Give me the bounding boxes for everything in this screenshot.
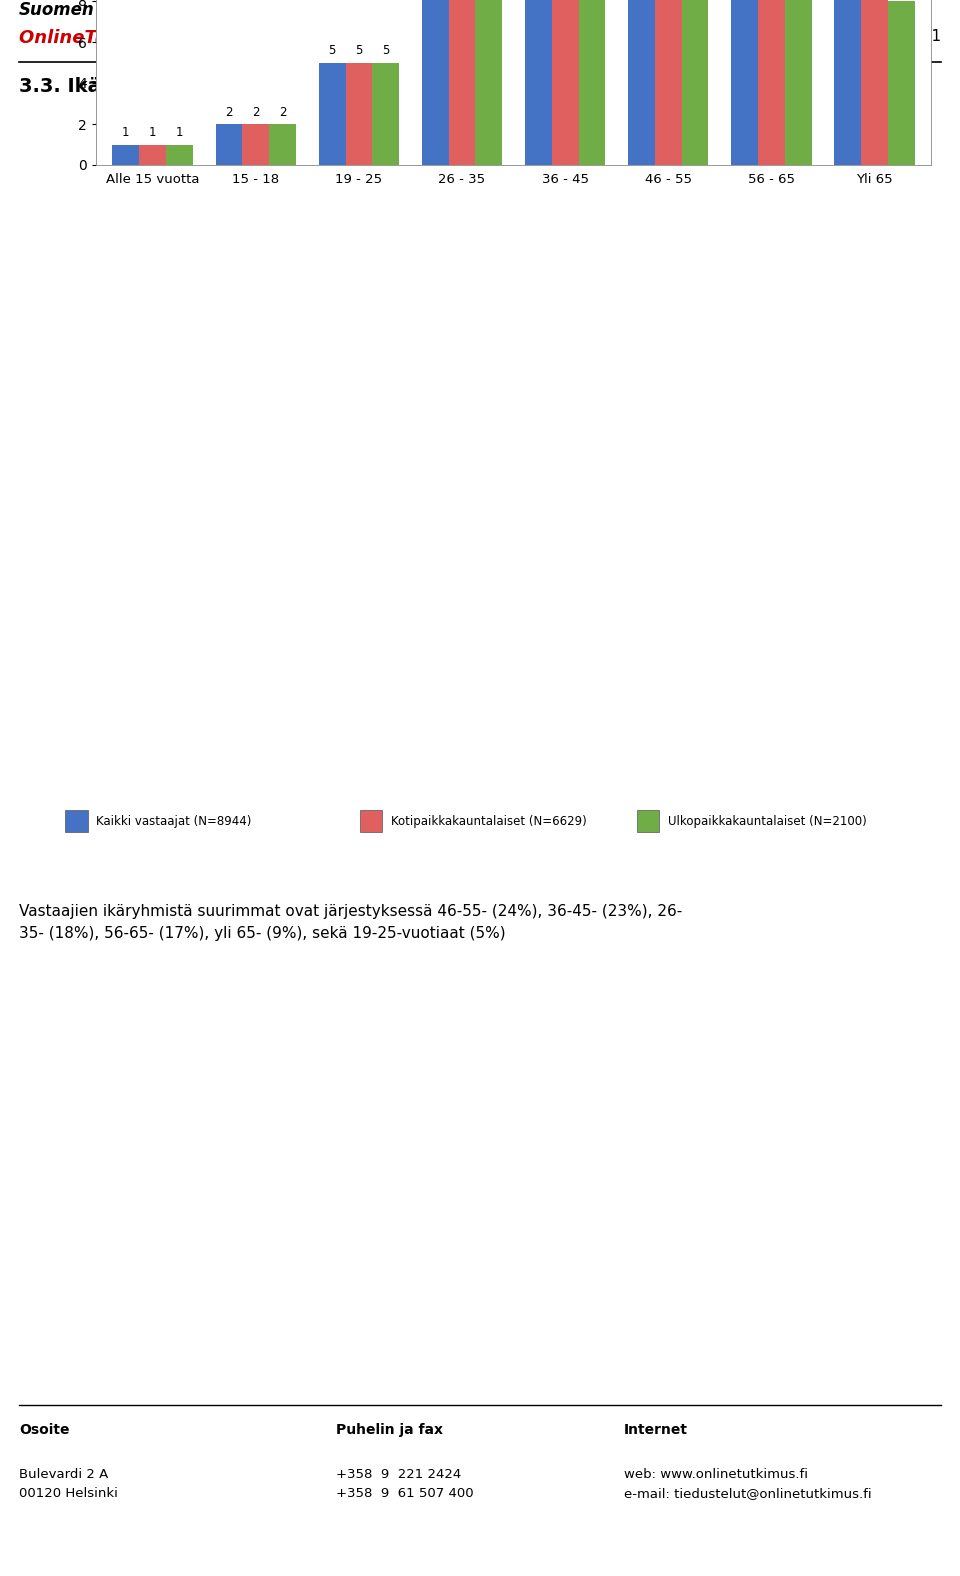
Bar [579,0,606,165]
Bar [628,0,655,165]
Bar [139,145,166,165]
Text: Bulevardi 2 A
00120 Helsinki: Bulevardi 2 A 00120 Helsinki [19,1469,118,1500]
Bar [682,0,708,165]
Text: 5: 5 [328,44,336,57]
Text: Osoite: Osoite [19,1423,70,1437]
Text: Sivu 17/21: Sivu 17/21 [859,30,941,44]
Bar [243,125,269,165]
Bar [784,0,811,165]
Text: 1: 1 [149,126,156,139]
Bar [319,63,346,165]
Text: 5: 5 [355,44,363,57]
Bar [834,0,861,165]
Text: 5: 5 [382,44,390,57]
Bar [861,0,888,165]
Bar [732,0,758,165]
Bar [269,125,296,165]
Text: 2: 2 [279,106,286,118]
Text: Ulkopaikkakauntalaiset (N=2100): Ulkopaikkakauntalaiset (N=2100) [668,815,867,827]
Text: 1: 1 [176,126,183,139]
Bar [216,125,243,165]
Text: web: www.onlinetutkimus.fi
e-mail: tiedustelut@onlinetutkimus.fi: web: www.onlinetutkimus.fi e-mail: tiedu… [624,1469,872,1500]
Bar [112,145,139,165]
Bar [346,63,372,165]
Text: Vastaajien ikäryhmistä suurimmat ovat järjestyksessä 46-55- (24%), 36-45- (23%),: Vastaajien ikäryhmistä suurimmat ovat jä… [19,905,683,941]
Bar [552,0,579,165]
Text: OnlineTutkimus Oy: OnlineTutkimus Oy [19,30,210,47]
Bar [166,145,193,165]
Text: 2: 2 [252,106,259,118]
Text: +358  9  221 2424
+358  9  61 507 400: +358 9 221 2424 +358 9 61 507 400 [336,1469,473,1500]
Text: Internet: Internet [624,1423,688,1437]
Text: Kaikki vastaajat (N=8944): Kaikki vastaajat (N=8944) [96,815,252,827]
Bar [655,0,682,165]
Text: 3.3. Ikä: 3.3. Ikä [19,77,101,96]
Bar [372,63,399,165]
Text: Suomen: Suomen [19,2,95,19]
Text: 2: 2 [226,106,232,118]
FancyBboxPatch shape [65,810,87,832]
FancyBboxPatch shape [636,810,659,832]
FancyBboxPatch shape [360,810,382,832]
Bar [448,0,475,165]
Bar [525,0,552,165]
Bar [888,2,915,165]
Text: Kotipaikkakauntalaiset (N=6629): Kotipaikkakauntalaiset (N=6629) [391,815,587,827]
Text: 1: 1 [122,126,130,139]
Bar [758,0,784,165]
Text: Puhelin ja fax: Puhelin ja fax [336,1423,443,1437]
Text: – Tutkimusraportti –: – Tutkimusraportti – [327,30,479,44]
Bar [475,0,502,165]
Bar [421,0,448,165]
